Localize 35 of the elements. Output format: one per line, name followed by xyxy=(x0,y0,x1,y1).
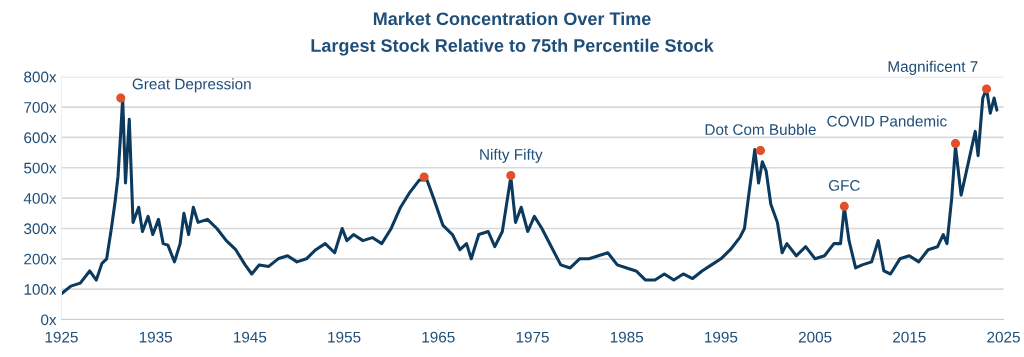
x-tick-label: 2005 xyxy=(798,331,832,343)
y-tick-label: 300x xyxy=(24,223,57,235)
point xyxy=(982,84,992,94)
point xyxy=(506,170,516,180)
point xyxy=(116,93,126,103)
x-tick-label: 1935 xyxy=(139,331,172,343)
annotation: Magnificent 7 xyxy=(888,60,978,75)
annotation: Great Depression xyxy=(132,78,251,93)
x-tick-label: 2025 xyxy=(987,331,1020,343)
chart-title: Market Concentration Over Time xyxy=(373,11,651,26)
annotation: Dot Com Bubble xyxy=(705,123,816,135)
annotation: COVID Pandemic xyxy=(827,115,947,127)
x-tick-label: 1965 xyxy=(422,331,455,343)
x-tick-label: 2015 xyxy=(893,331,926,343)
x-tick-label: 1925 xyxy=(45,331,78,343)
point xyxy=(950,139,960,149)
y-tick-label: 100x xyxy=(24,284,57,295)
x-tick-label: 1985 xyxy=(610,331,644,343)
x-tick-label: 1995 xyxy=(705,331,738,343)
chart-subtitle: Largest Stock Relative to 75th Percentile Stock xyxy=(311,38,714,56)
annotation: GFC xyxy=(828,179,860,191)
point xyxy=(419,172,429,182)
y-tick-label: 200x xyxy=(24,253,57,265)
x-tick-label: 1945 xyxy=(234,331,267,343)
y-tick-label: 800x xyxy=(24,71,57,83)
point xyxy=(755,145,765,155)
y-tick-label: 700x xyxy=(24,101,57,113)
annotation: Nifty Fifty xyxy=(480,148,543,163)
y-tick-label: 0x xyxy=(41,314,57,326)
y-tick-label: 400x xyxy=(23,193,57,204)
point xyxy=(839,201,849,211)
x-tick-label: 1955 xyxy=(328,331,361,343)
y-tick-label: 600x xyxy=(24,132,57,144)
x-tick-label: 1975 xyxy=(516,331,549,343)
y-tick-label: 500x xyxy=(24,162,57,174)
